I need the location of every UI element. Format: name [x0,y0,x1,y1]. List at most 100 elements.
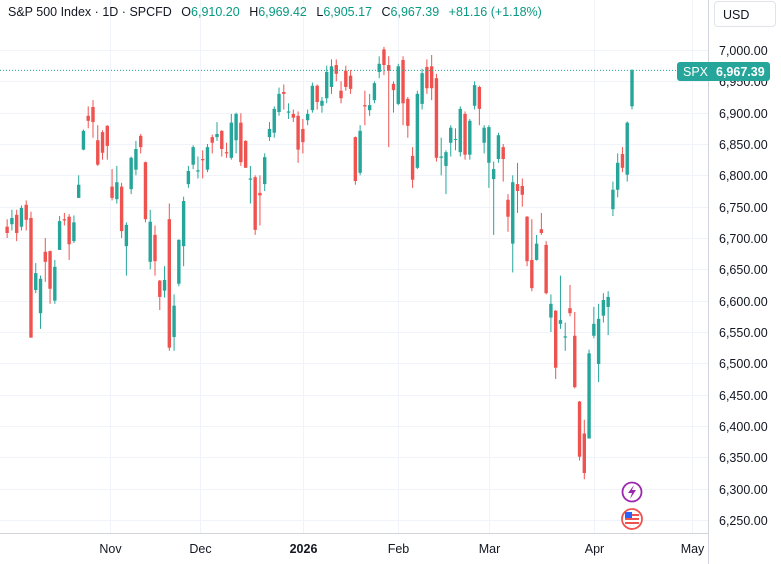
candle [582,419,586,480]
candle [625,121,629,182]
candle-body [162,279,167,291]
candle-body [630,70,634,107]
grid [0,0,708,533]
close-label: C [381,5,391,19]
candle-body [186,170,191,185]
candle [48,250,52,304]
candle-body [129,157,133,190]
candle-body [272,108,276,133]
candle-body [196,170,200,172]
price-badge: SPX 6,967.39 [677,62,770,81]
candle [477,85,482,126]
candle [534,234,539,261]
candle-body [449,127,453,143]
candle [138,133,143,154]
candle [153,225,157,276]
candle-body [477,86,482,109]
candle-body [458,108,462,153]
candle-body [110,186,114,198]
candle [158,279,162,311]
candle-body [229,122,234,158]
candle [453,128,458,151]
x-tick-label: May [681,542,705,556]
candle-body [358,130,362,173]
y-tick-label: 6,650.00 [719,263,768,277]
us-flag-icon[interactable] [621,508,643,530]
candle [387,56,391,148]
candle [601,293,606,323]
candle-body [596,318,601,364]
candle-body [434,78,439,158]
y-tick-label: 6,900.00 [719,107,768,121]
symbol-name[interactable]: S&P 500 Index [8,5,92,19]
x-tick-label: Mar [479,542,501,556]
candle [229,113,234,160]
candle [267,122,272,141]
candle-body [468,120,472,155]
candle [320,97,324,113]
candle-body [525,216,529,262]
candle [148,209,152,270]
candle-body [377,63,381,72]
candle [487,125,491,188]
candle [315,84,319,110]
candle-body [472,85,477,106]
candle [520,178,524,207]
candle [43,238,47,282]
candle [19,205,24,231]
candle-body [382,49,386,66]
candle [415,90,420,170]
x-tick-label: Nov [99,542,122,556]
candle [72,215,76,244]
candle-body [553,310,558,368]
candle [296,111,300,163]
candle [348,70,353,94]
candle [367,93,372,116]
candle [491,161,496,235]
candle-body [310,85,315,111]
candle [420,68,424,110]
candle-body [305,113,310,121]
x-tick-label: 2026 [290,542,318,556]
candle [162,266,167,298]
candle-body [258,192,262,196]
candle [549,294,553,332]
lightning-icon[interactable] [621,481,643,503]
candle-body [558,320,563,324]
candle [615,153,620,198]
candle-body [487,127,491,163]
candle-body [491,169,496,180]
candle-body [315,85,319,103]
candle-body [506,199,510,217]
candle-body [515,184,520,191]
high-value: 6,969.42 [258,5,307,19]
candle [410,147,415,188]
open-value: 6,910.20 [191,5,240,19]
candle-body [582,433,586,473]
candle [277,87,281,116]
candle-body [563,336,567,338]
y-tick-label: 6,350.00 [719,451,768,465]
candle-body [43,251,47,262]
candle-body [115,182,119,200]
candle-body [263,157,267,185]
candle [606,291,610,336]
candle [81,129,86,151]
candle [425,59,429,94]
currency-button[interactable]: USD [714,1,776,27]
candle [239,113,243,166]
candle [592,306,596,339]
y-tick-label: 6,500.00 [719,357,768,371]
candle [568,285,572,317]
candle [391,81,396,113]
candle [439,137,443,176]
candle-body [549,303,553,318]
candle [181,196,186,267]
candle [272,106,276,138]
time-axis: Nov Dec 2026 Feb Mar Apr May [99,542,705,556]
candle-body [267,128,272,138]
candle-body [353,137,358,181]
y-tick-label: 6,600.00 [719,295,768,309]
interval[interactable]: 1D [102,5,119,19]
